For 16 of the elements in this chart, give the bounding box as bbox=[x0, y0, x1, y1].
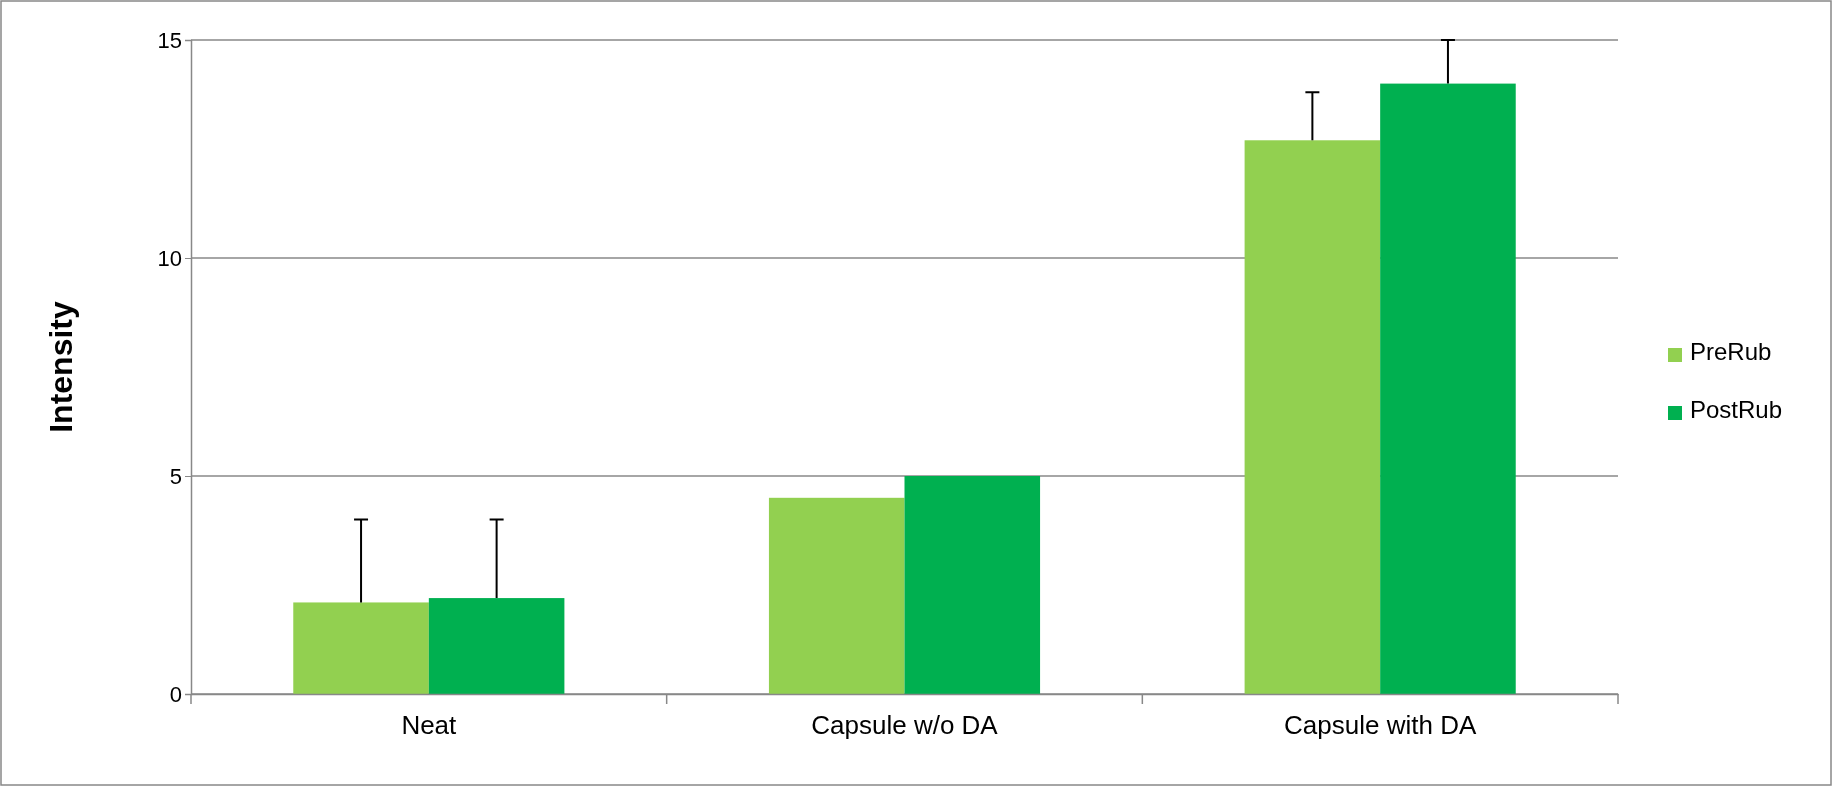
y-axis-title: Intensity bbox=[43, 301, 79, 433]
y-tick-label: 5 bbox=[169, 463, 182, 489]
bar bbox=[428, 598, 565, 694]
bar bbox=[1244, 140, 1381, 694]
bar bbox=[768, 497, 905, 694]
legend-label: PreRub bbox=[1690, 338, 1772, 365]
bar bbox=[293, 602, 429, 694]
y-tick-label: 0 bbox=[169, 681, 182, 707]
x-tick-label: Neat bbox=[401, 710, 458, 741]
y-tick-label: 15 bbox=[157, 27, 182, 53]
bar bbox=[1380, 83, 1516, 694]
y-tick-label: 10 bbox=[157, 245, 182, 271]
legend-label: PostRub bbox=[1690, 396, 1783, 423]
x-tick-label: Capsule w/o DA bbox=[811, 710, 999, 741]
x-tick-label: Capsule with DA bbox=[1284, 710, 1477, 741]
bar bbox=[904, 476, 1041, 694]
